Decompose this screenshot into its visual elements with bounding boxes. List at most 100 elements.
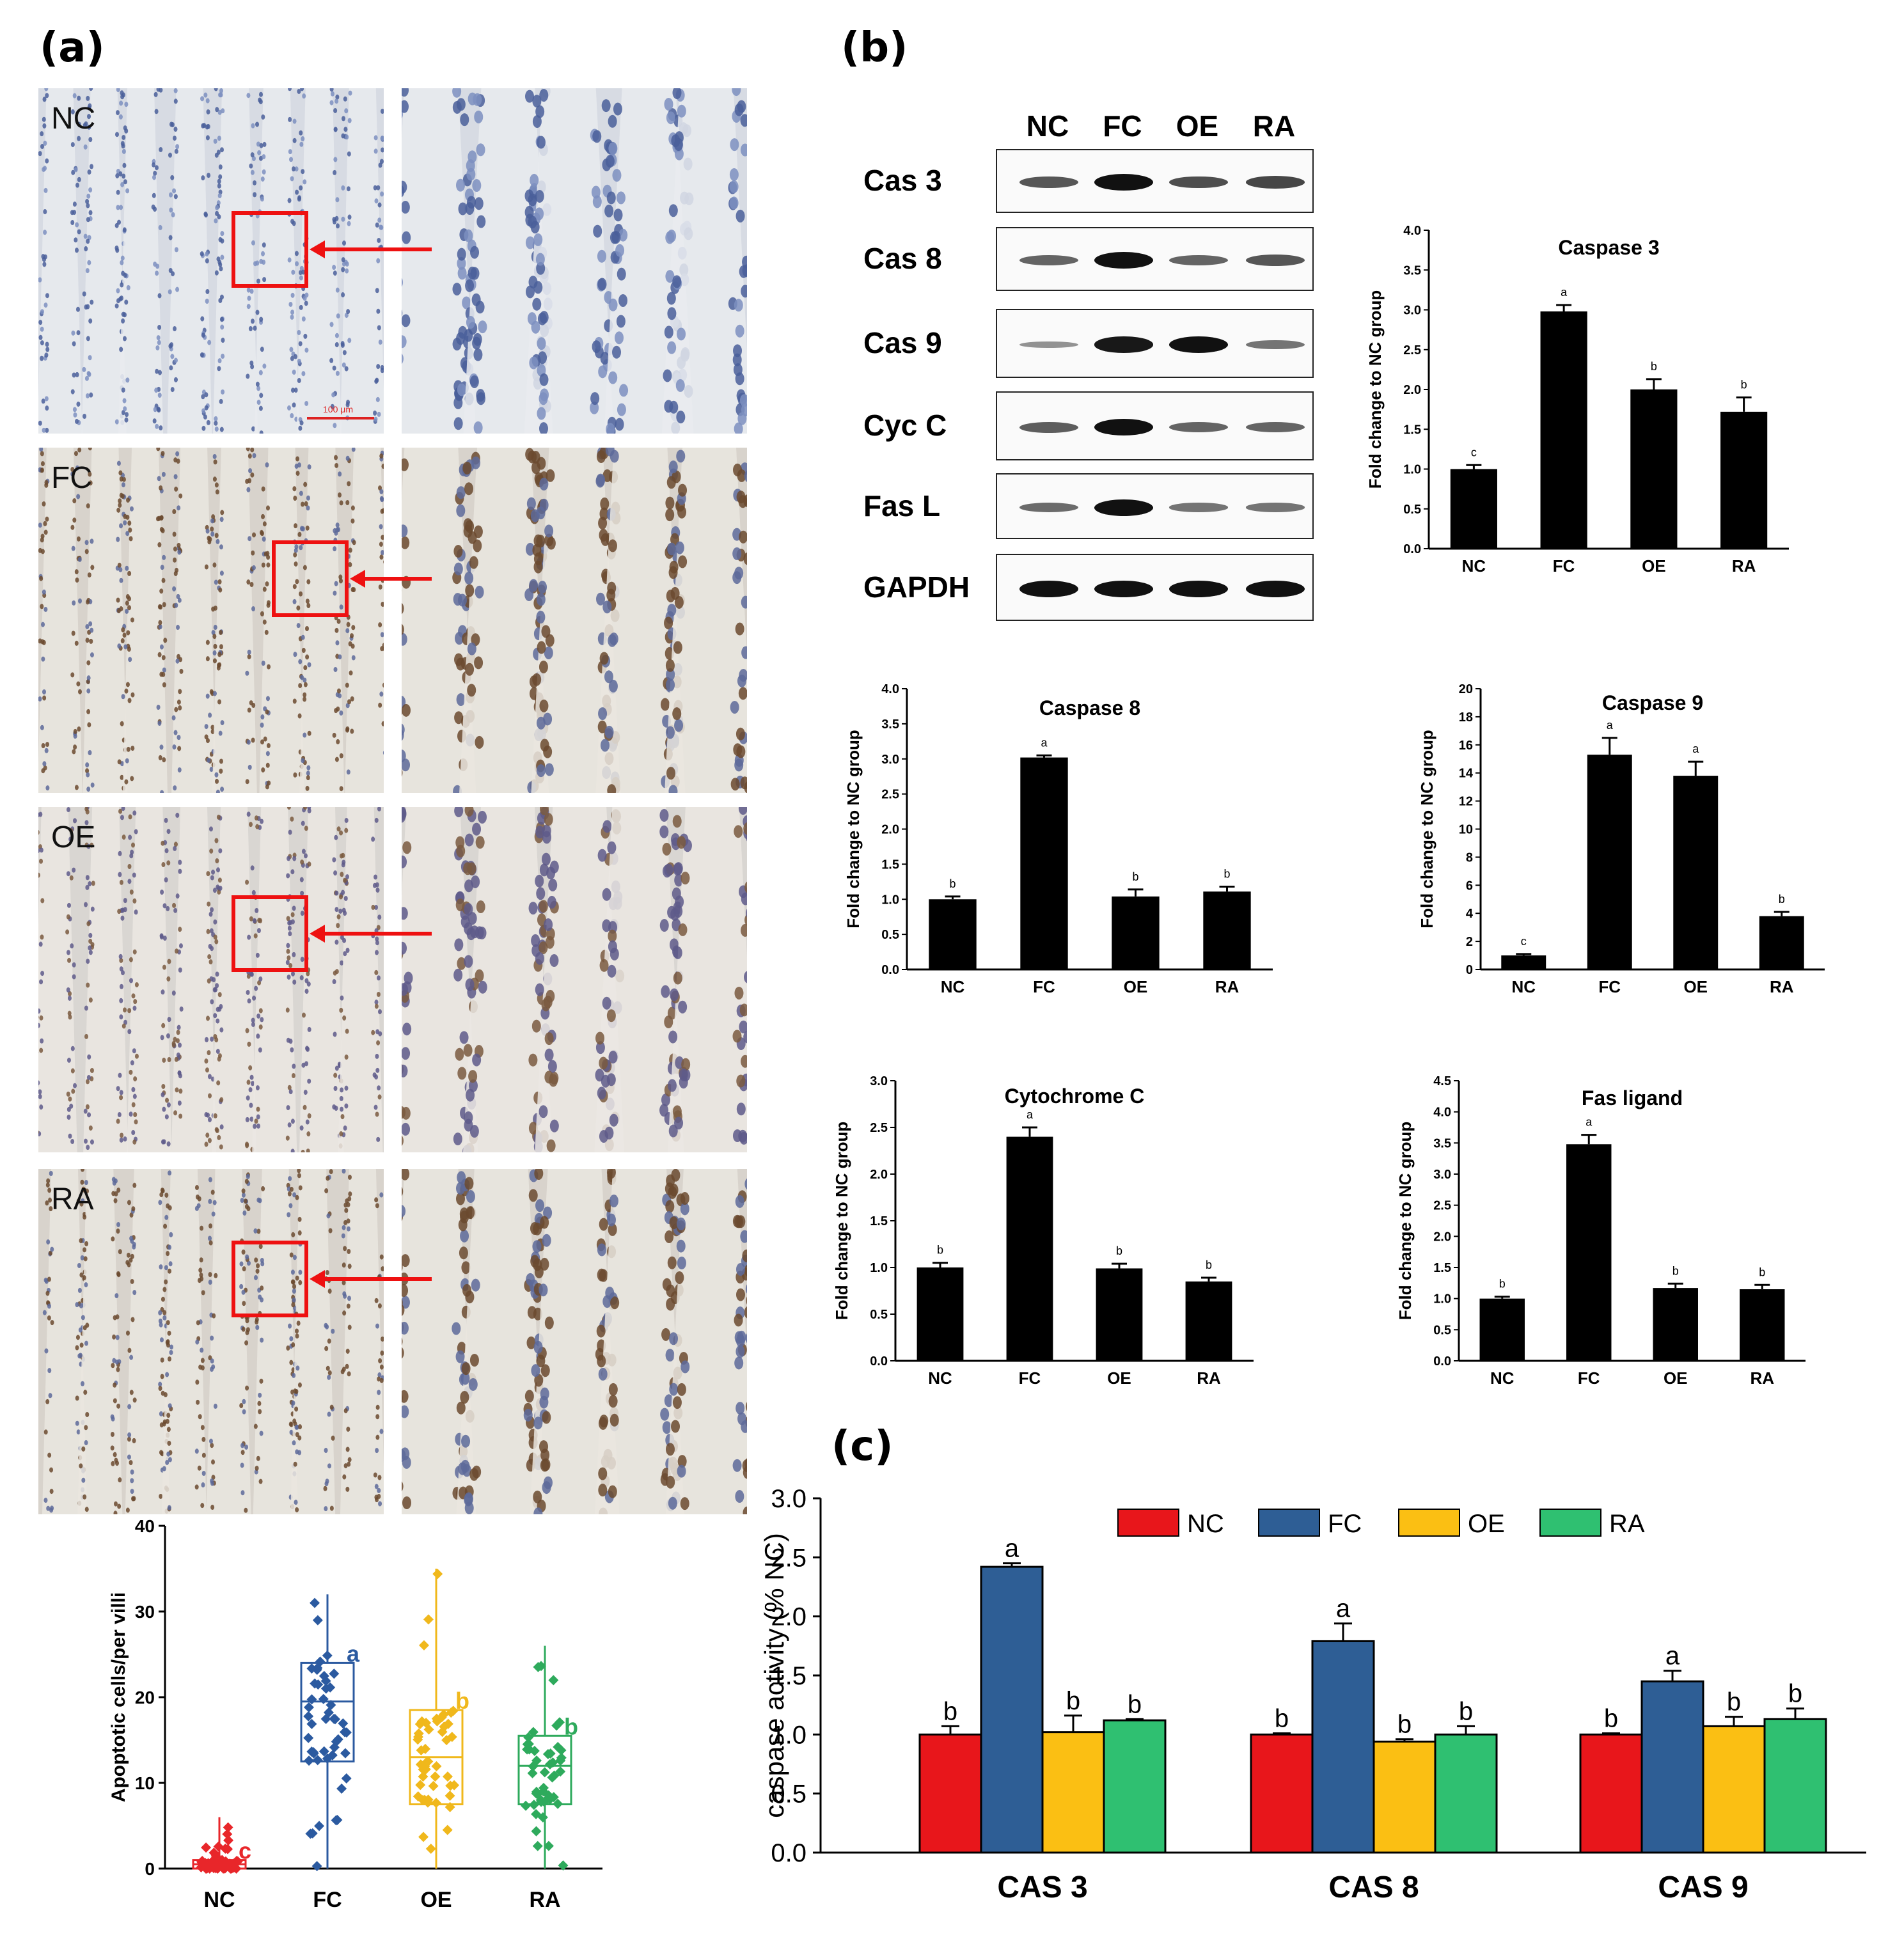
blot-band: [1169, 503, 1228, 512]
bar-y-tick-label: 2.5: [870, 1121, 888, 1135]
data-point: [529, 1745, 540, 1756]
significance-letter: b: [1499, 1278, 1506, 1290]
data-point: [306, 1718, 317, 1729]
data-point: [203, 1858, 214, 1869]
significance-letter: a: [1005, 1535, 1019, 1563]
blot-band: [1019, 255, 1078, 266]
grouped-y-label: caspase activity (% NC): [759, 1533, 789, 1818]
blot-lane-label: RA: [1252, 109, 1296, 143]
bar-y-tick-label: 2.5: [1433, 1199, 1451, 1213]
zoom-region-box: [232, 211, 308, 288]
data-point: [318, 1693, 329, 1704]
bar: [1112, 896, 1160, 969]
bar-y-tick-label: 12: [1459, 795, 1473, 809]
data-point: [413, 1732, 423, 1743]
blot-band: [1019, 580, 1078, 597]
data-point: [222, 1829, 233, 1840]
data-point: [322, 1650, 333, 1661]
data-point: [418, 1794, 429, 1805]
significance-letter: b: [1116, 1244, 1122, 1257]
significance-letter: a: [1607, 719, 1614, 732]
grouped-bar: [1763, 1718, 1827, 1854]
bar-y-tick-label: 1.0: [1433, 1292, 1451, 1306]
data-point: [331, 1736, 342, 1747]
bar: [1740, 1289, 1785, 1361]
bar-y-tick-label: 1.0: [881, 893, 899, 907]
data-point: [442, 1771, 453, 1782]
data-point: [311, 1861, 322, 1872]
data-point: [231, 1863, 242, 1874]
micrograph-oe: OE: [38, 807, 384, 1152]
blot-lane-label: NC: [1026, 109, 1069, 143]
data-point: [215, 1856, 226, 1867]
bar-y-label: Fold change to NC group: [844, 730, 863, 929]
data-point: [304, 1702, 315, 1713]
data-point: [548, 1792, 559, 1803]
box-x-tick-label: FC: [313, 1888, 342, 1912]
box-x-tick-label: RA: [529, 1888, 560, 1912]
data-point: [420, 1764, 431, 1775]
data-point: [421, 1718, 432, 1729]
bar: [1587, 755, 1632, 969]
data-point: [445, 1791, 455, 1801]
data-point: [522, 1744, 533, 1755]
data-point: [224, 1858, 235, 1869]
data-point: [303, 1732, 314, 1743]
bar-y-tick-label: 3.5: [881, 718, 899, 732]
data-point: [338, 1718, 349, 1729]
significance-letter: a: [1585, 1116, 1593, 1129]
bar: [1630, 389, 1678, 549]
bar-y-tick-label: 0.5: [881, 928, 899, 942]
blot-band: [1246, 580, 1305, 597]
data-point: [413, 1791, 423, 1802]
data-point: [329, 1713, 340, 1724]
bar-y-tick-label: 0: [1466, 963, 1473, 977]
bar-chart-title: Fas ligand: [1582, 1086, 1683, 1110]
bar: [1096, 1268, 1143, 1361]
data-point: [553, 1798, 563, 1809]
bar-x-tick-label: NC: [928, 1368, 952, 1388]
bar-y-tick-label: 0.0: [1433, 1354, 1451, 1368]
significance-letter: b: [949, 877, 956, 890]
data-point: [524, 1744, 535, 1755]
bar: [1540, 311, 1587, 549]
data-point: [208, 1847, 219, 1858]
bar-x-tick-label: OE: [1642, 556, 1666, 576]
data-point: [310, 1597, 320, 1608]
data-point: [232, 1856, 243, 1867]
data-point: [196, 1858, 207, 1869]
data-point: [438, 1709, 449, 1720]
data-point: [441, 1735, 452, 1746]
significance-letter: b: [1759, 1266, 1765, 1278]
data-point: [551, 1720, 562, 1731]
legend-label: FC: [1328, 1510, 1362, 1538]
data-point: [323, 1707, 334, 1718]
bar-y-tick-label: 20: [1459, 682, 1473, 696]
micrograph-fc: FC: [38, 448, 384, 793]
blot-row-label: GAPDH: [863, 570, 970, 604]
data-point: [556, 1745, 567, 1755]
data-point: [219, 1863, 230, 1874]
bar-y-tick-label: 10: [1459, 823, 1473, 837]
bar-x-tick-label: FC: [1553, 556, 1575, 576]
bar: [1720, 411, 1768, 549]
blot-lane-label: OE: [1176, 109, 1219, 143]
bar-x-tick-label: FC: [1598, 977, 1621, 996]
data-point: [314, 1821, 325, 1831]
data-point: [535, 1794, 546, 1805]
data-point: [542, 1749, 553, 1760]
blot-row-label: Fas L: [863, 489, 941, 522]
bar-y-tick-label: 3.0: [870, 1074, 888, 1088]
data-point: [201, 1863, 212, 1874]
bar-y-tick-label: 2: [1466, 935, 1473, 949]
bar-x-tick-label: RA: [1215, 977, 1239, 996]
legend-label: OE: [1468, 1510, 1505, 1538]
blot-strip: [996, 227, 1314, 291]
data-point: [319, 1670, 329, 1681]
data-point: [306, 1746, 317, 1757]
data-point: [543, 1790, 554, 1801]
data-point: [532, 1840, 543, 1851]
grouped-x-tick-label: CAS 8: [1328, 1870, 1419, 1904]
data-point: [226, 1863, 237, 1874]
data-point: [532, 1789, 543, 1800]
